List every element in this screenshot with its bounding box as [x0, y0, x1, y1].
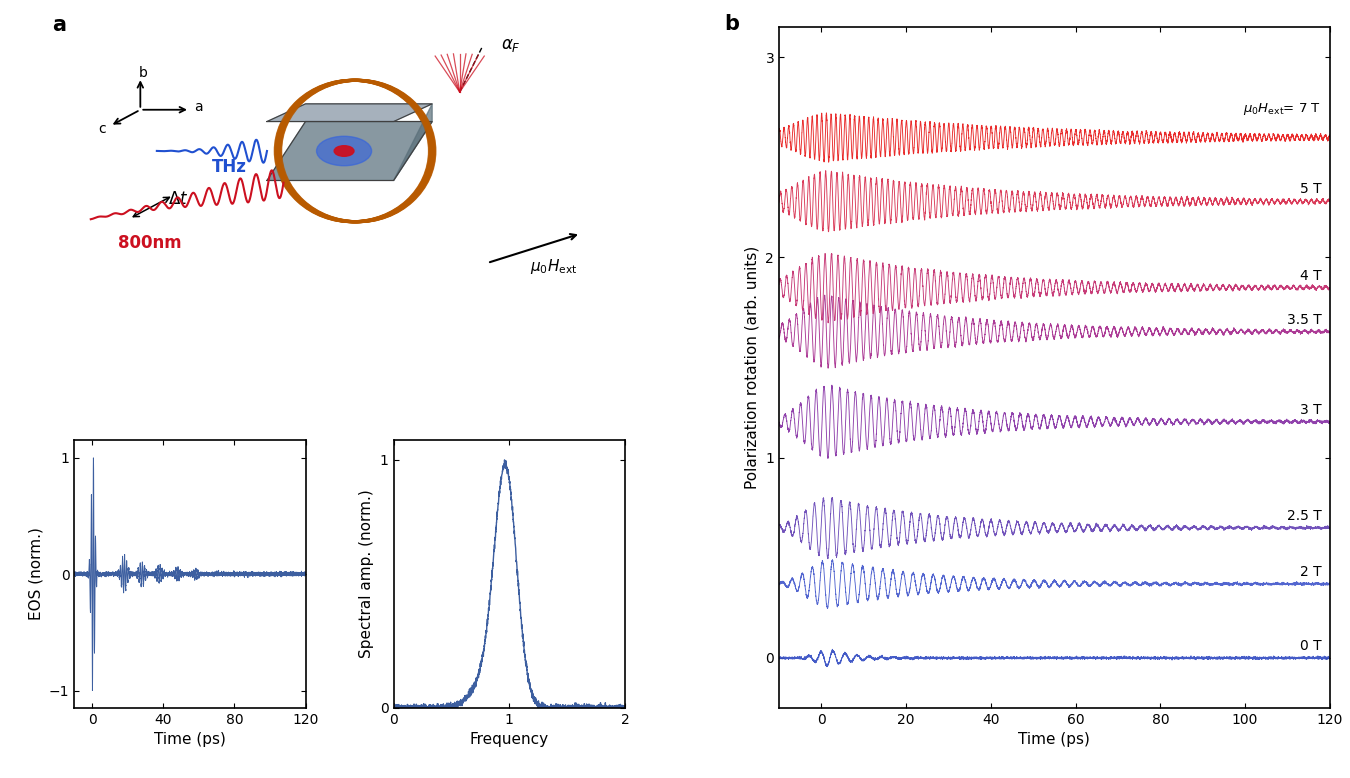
Text: 800nm: 800nm: [119, 234, 182, 252]
Text: 3.5 T: 3.5 T: [1287, 313, 1322, 327]
Text: b: b: [724, 14, 738, 33]
Text: a: a: [53, 16, 66, 36]
Polygon shape: [267, 103, 432, 121]
Text: 5 T: 5 T: [1300, 182, 1322, 196]
X-axis label: Time (ps): Time (ps): [154, 732, 225, 748]
Text: $\mu_0 H_{\rm ext}$: $\mu_0 H_{\rm ext}$: [529, 257, 576, 276]
Text: $\mu_0 H_{\rm ext}$= 7 T: $\mu_0 H_{\rm ext}$= 7 T: [1243, 101, 1322, 117]
X-axis label: Frequency: Frequency: [470, 732, 549, 748]
Polygon shape: [394, 103, 432, 180]
Polygon shape: [267, 121, 432, 180]
X-axis label: Time (ps): Time (ps): [1018, 732, 1091, 748]
Text: 2 T: 2 T: [1300, 565, 1322, 579]
Y-axis label: Spectral amp. (norm.): Spectral amp. (norm.): [359, 489, 374, 658]
Circle shape: [316, 136, 371, 166]
Y-axis label: Polarization rotation (arb. units): Polarization rotation (arb. units): [745, 246, 760, 489]
Text: c: c: [99, 122, 105, 136]
Text: 4 T: 4 T: [1300, 268, 1322, 282]
Circle shape: [335, 145, 354, 156]
Text: a: a: [194, 100, 202, 114]
Text: 2.5 T: 2.5 T: [1287, 509, 1322, 523]
Text: b: b: [139, 66, 147, 80]
Y-axis label: EOS (norm.): EOS (norm.): [28, 527, 43, 621]
Text: 0 T: 0 T: [1300, 639, 1322, 653]
Text: $\Delta t$: $\Delta t$: [167, 190, 188, 208]
Text: THz: THz: [212, 158, 247, 176]
Text: $\alpha_F$: $\alpha_F$: [501, 37, 521, 54]
Text: 3 T: 3 T: [1300, 403, 1322, 417]
